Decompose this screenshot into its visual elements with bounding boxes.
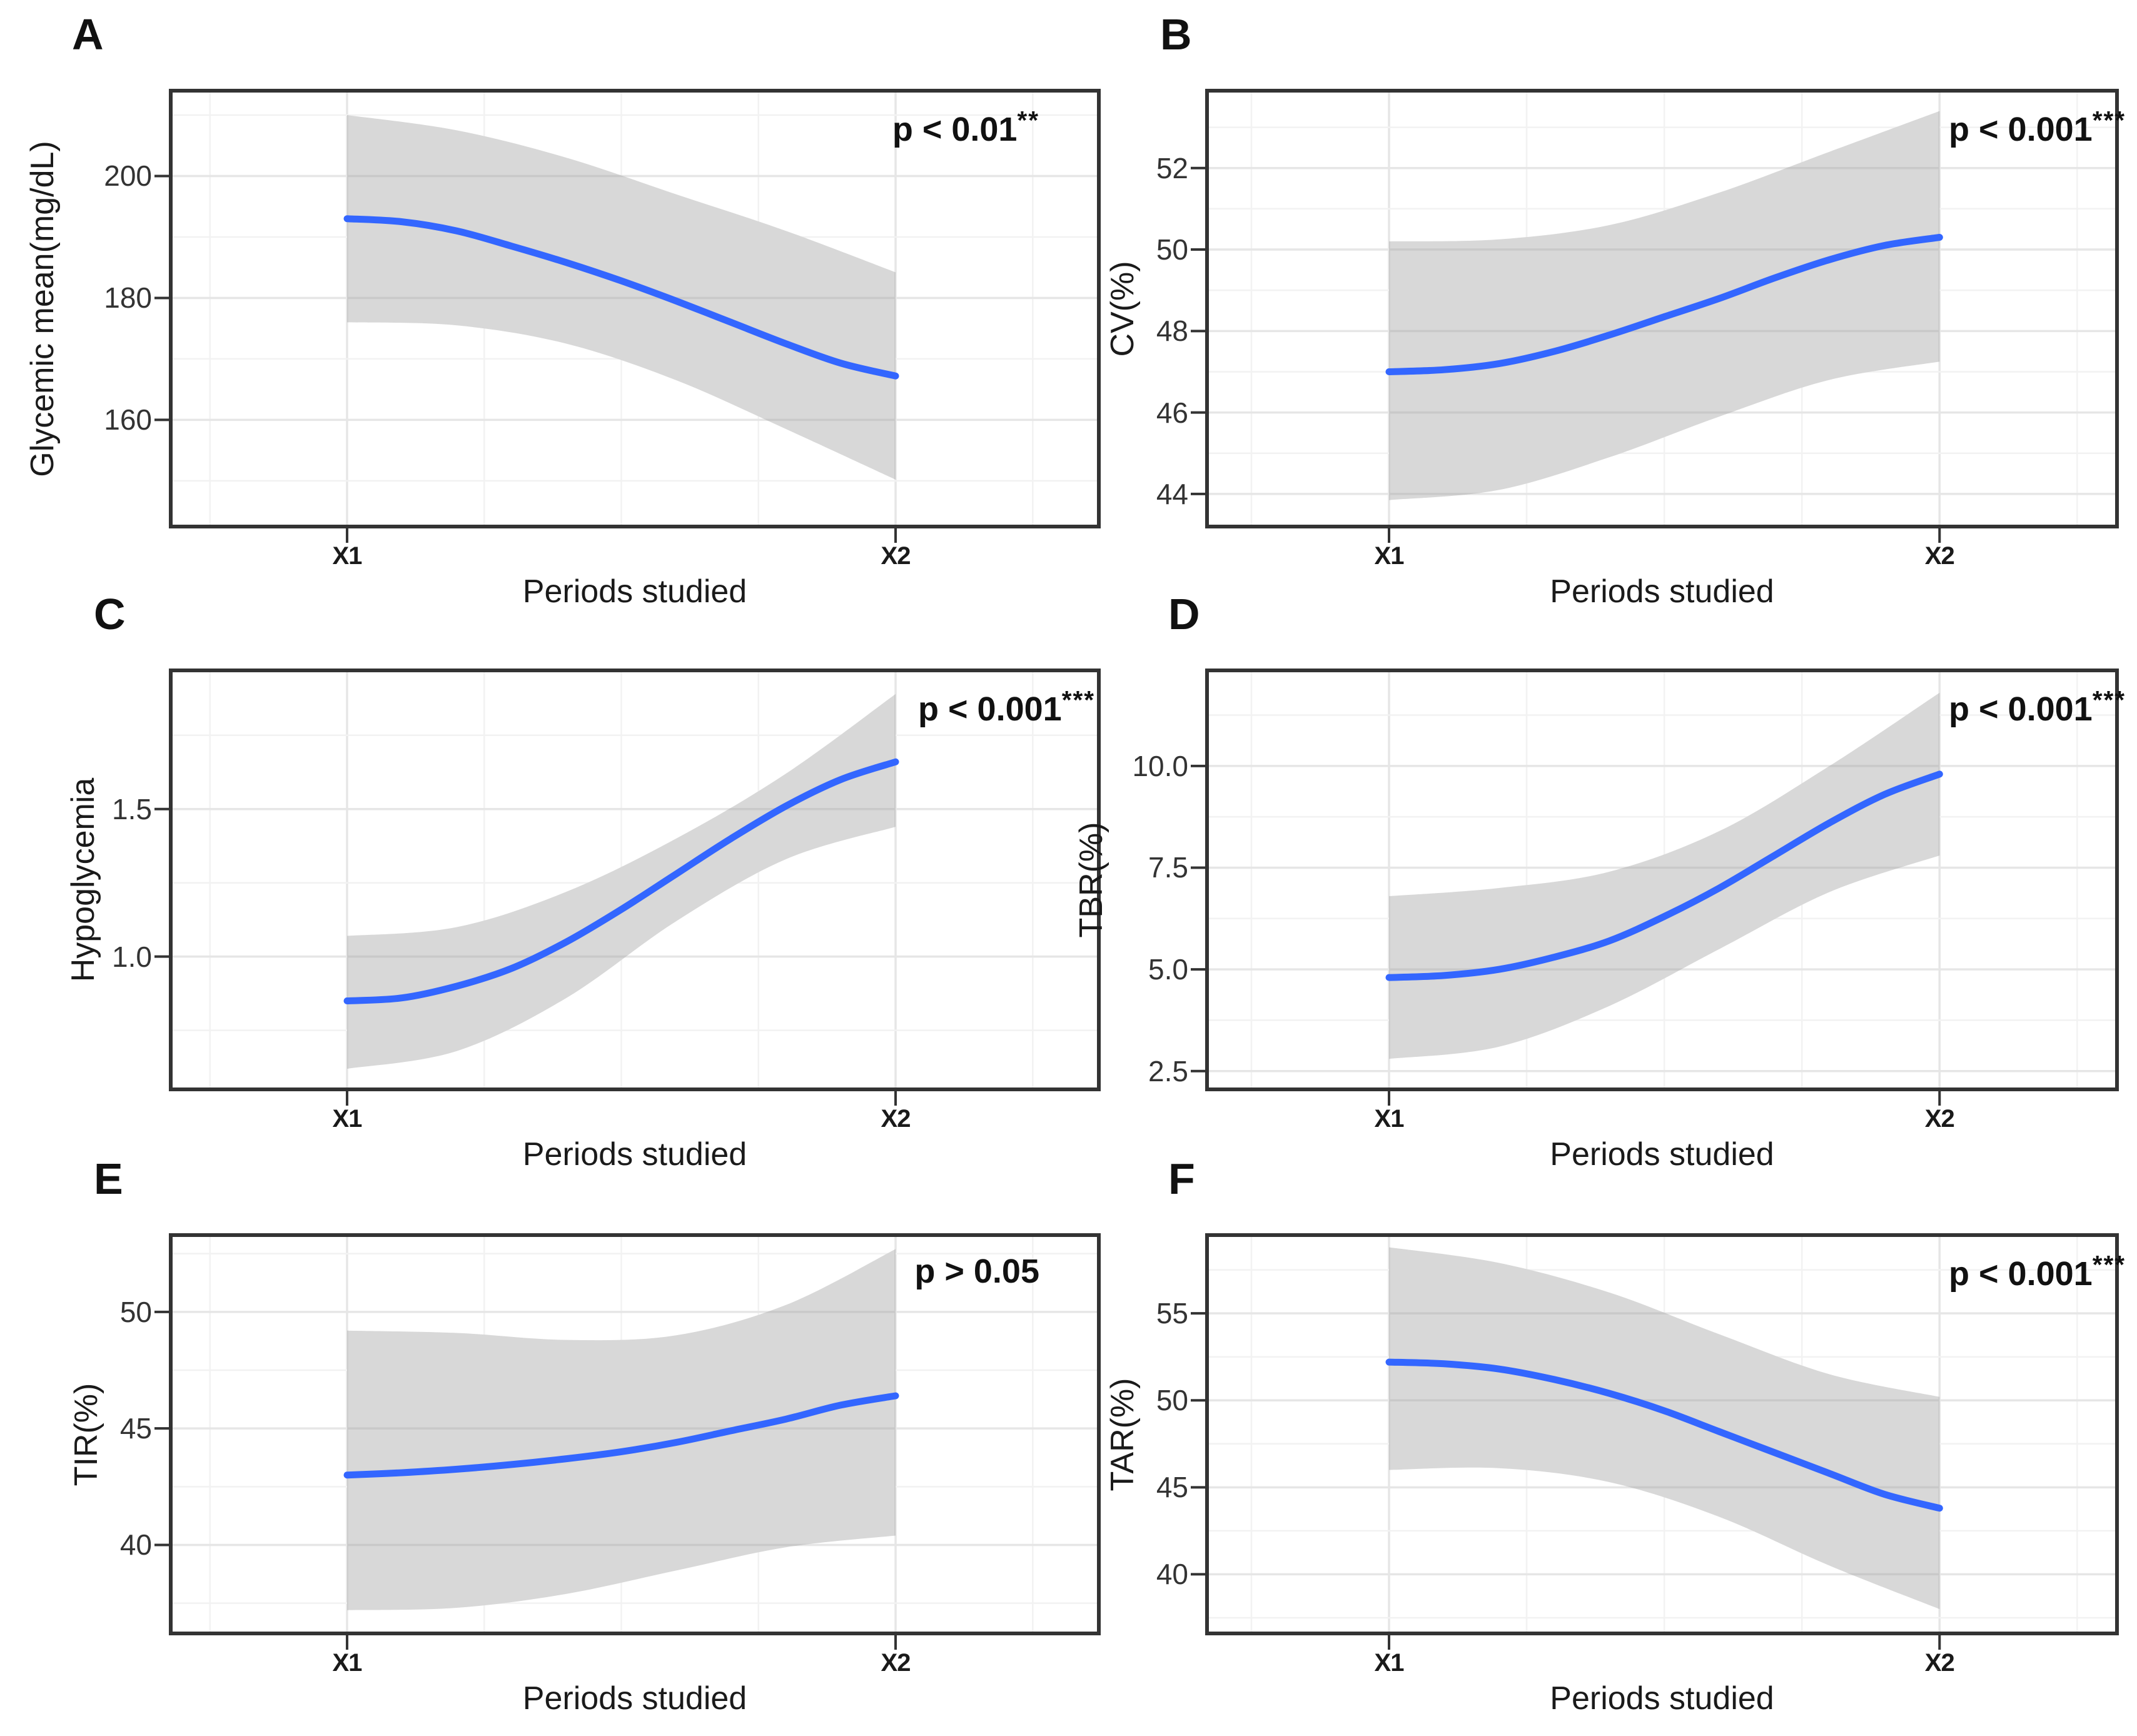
p-value-text: p > 0.05 [914, 1253, 1039, 1290]
panel-B-y-axis-title: CV(%) [1104, 260, 1141, 357]
p-value-text: p < 0.001 [918, 690, 1062, 728]
panel-C-x-tick-label: X2 [881, 1105, 911, 1133]
p-value-text: p < 0.001 [1949, 111, 2093, 148]
panel-E-y-axis-title: TIR(%) [68, 1383, 104, 1486]
panel-D-y-tick-label: 5.0 [1148, 953, 1188, 986]
panel-F-y-tick-label: 40 [1156, 1558, 1188, 1591]
smooth-line [1385, 1358, 1943, 1512]
panel-A-x-axis-title: Periods studied [522, 573, 747, 610]
significance-stars: *** [2092, 685, 2126, 714]
panel-E-y-tick-label: 45 [119, 1412, 152, 1445]
p-value-text: p < 0.01 [892, 111, 1018, 148]
panel-F-p-value-annotation: p < 0.001*** [1949, 1252, 2126, 1291]
panel-D-x-tick-label: X2 [1924, 1105, 1955, 1133]
panel-A-y-tick-label: 200 [104, 159, 152, 193]
panel-B-x-tick-label: X2 [1924, 542, 1955, 570]
panel-E-p-value-annotation: p > 0.05 [914, 1254, 1039, 1288]
significance-stars: *** [1061, 685, 1095, 714]
significance-stars: *** [2092, 106, 2126, 134]
panel-B-letter: B [1160, 10, 1192, 59]
panel-B-y-tick-label: 46 [1156, 396, 1188, 429]
panel-A-y-tick-label: 160 [104, 403, 152, 437]
confidence-band [1389, 111, 1940, 500]
panel-C-y-axis-title: Hypoglycemia [65, 777, 101, 982]
panel-B-p-value-annotation: p < 0.001*** [1949, 108, 2126, 146]
panel-D-y-tick-label: 7.5 [1148, 851, 1188, 884]
panel-C-x-tick-label: X1 [332, 1105, 362, 1133]
smooth-line [343, 215, 899, 380]
panel-D-x-tick-label: X1 [1374, 1105, 1405, 1133]
panel-F-x-tick-label: X1 [1374, 1649, 1405, 1677]
panel-E-x-tick-label: X2 [881, 1649, 911, 1677]
panel-F-y-tick-label: 55 [1156, 1297, 1188, 1330]
panel-F-y-tick-label: 50 [1156, 1384, 1188, 1417]
panel-F-letter: F [1168, 1154, 1195, 1203]
panel-B-plot-area [1191, 89, 2119, 543]
panel-D-p-value-annotation: p < 0.001*** [1949, 687, 2126, 726]
panel-C-letter: C [94, 590, 126, 638]
panel-D-x-axis-title: Periods studied [1550, 1136, 1774, 1173]
panel-B-x-tick-label: X1 [1374, 542, 1405, 570]
panel-A-p-value-annotation: p < 0.01** [892, 108, 1039, 146]
significance-stars: *** [2092, 1250, 2126, 1279]
panel-E-x-axis-title: Periods studied [522, 1680, 747, 1717]
smooth-line [1385, 234, 1943, 375]
panel-A-x-tick-label: X2 [881, 542, 911, 570]
panel-A-letter: A [72, 10, 104, 59]
smooth-line [1385, 770, 1943, 981]
panel-F-y-axis-title: TAR(%) [1104, 1377, 1141, 1491]
panel-border [169, 669, 1101, 1091]
panel-D-plot-area [1191, 669, 2119, 1106]
panel-F-x-axis-title: Periods studied [1550, 1680, 1774, 1717]
panel-border [1205, 89, 2119, 528]
smooth-line [343, 758, 899, 1004]
panel-border [1205, 1233, 2119, 1635]
panel-B-y-tick-label: 52 [1156, 151, 1188, 184]
smooth-line [343, 1392, 899, 1479]
panel-B-y-tick-label: 48 [1156, 315, 1188, 348]
confidence-band [1389, 1247, 1940, 1610]
panel-B-x-axis-title: Periods studied [1550, 573, 1774, 610]
panel-E-plot-area [154, 1233, 1101, 1650]
panel-E-x-tick-label: X1 [332, 1649, 362, 1677]
panel-D-y-tick-label: 2.5 [1148, 1054, 1188, 1088]
panel-A-y-axis-title: Glycemic mean(mg/dL) [24, 140, 61, 477]
panel-F-x-tick-label: X2 [1924, 1649, 1955, 1677]
panel-E-letter: E [94, 1154, 123, 1203]
panel-C-x-axis-title: Periods studied [522, 1136, 747, 1173]
panel-border [169, 89, 1101, 528]
panel-D-y-axis-title: TBR(%) [1073, 822, 1109, 938]
panel-F-plot-area [1191, 1233, 2119, 1650]
panel-A-x-tick-label: X1 [332, 542, 362, 570]
p-value-text: p < 0.001 [1949, 1255, 2093, 1293]
significance-stars: ** [1017, 106, 1039, 134]
panel-C-y-tick-label: 1.5 [112, 792, 152, 825]
panel-border [169, 1233, 1101, 1635]
panel-C-plot-area [154, 669, 1101, 1106]
panel-E-y-tick-label: 40 [119, 1528, 152, 1562]
panel-border [1205, 669, 2119, 1091]
panel-F-y-tick-label: 45 [1156, 1471, 1188, 1504]
panel-C-p-value-annotation: p < 0.001*** [918, 687, 1095, 726]
panel-A-plot-area [154, 89, 1101, 543]
panel-B-y-tick-label: 50 [1156, 233, 1188, 266]
panel-D-letter: D [1168, 590, 1200, 638]
panel-E-y-tick-label: 50 [119, 1295, 152, 1328]
panel-C-y-tick-label: 1.0 [112, 940, 152, 973]
panel-A-y-tick-label: 180 [104, 281, 152, 315]
panel-D-y-tick-label: 10.0 [1132, 749, 1188, 782]
confidence-band [347, 1249, 896, 1610]
p-value-text: p < 0.001 [1949, 690, 2093, 728]
panel-B-y-tick-label: 44 [1156, 477, 1188, 510]
